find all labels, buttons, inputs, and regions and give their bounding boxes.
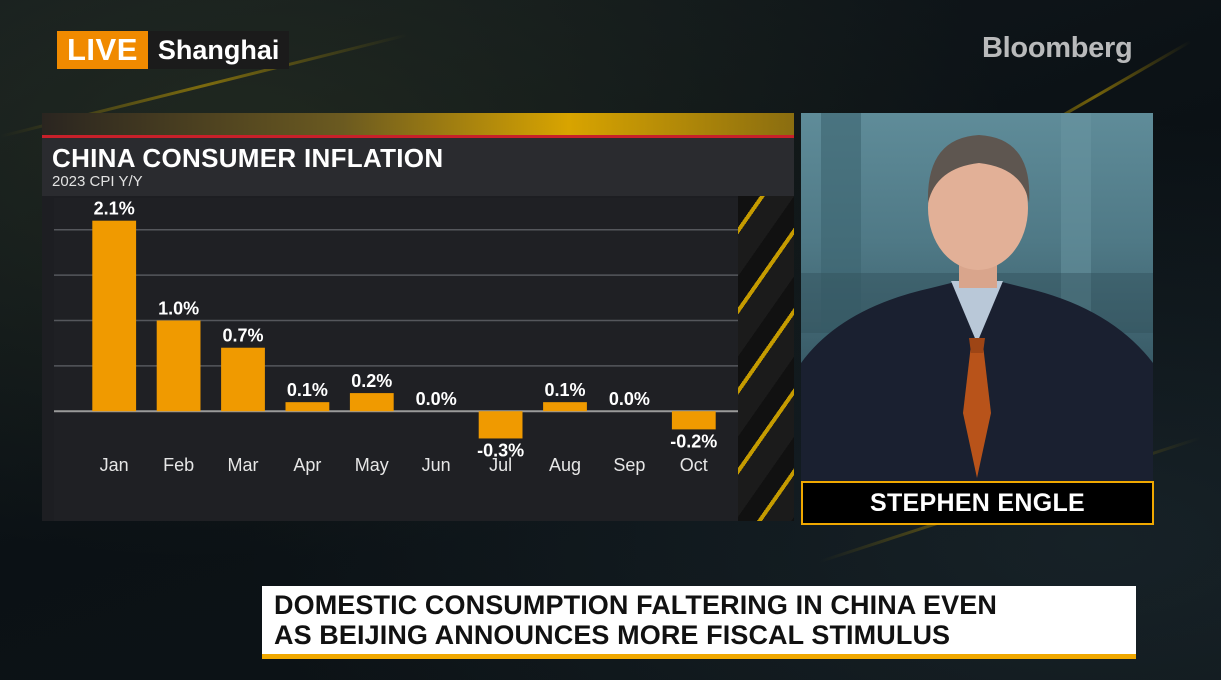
chart-side-decoration (738, 196, 794, 521)
location-label: Shanghai (147, 31, 290, 69)
chart-top-strip (42, 113, 794, 135)
bar-chart: 2.1% Jan 1.0% Feb 0.7% Mar 0.1% Apr 0.2% May 0.0% J… (54, 198, 738, 521)
chart-title: CHINA CONSUMER INFLATION (52, 143, 444, 173)
chart-panel: CHINA CONSUMER INFLATION 2023 CPI Y/Y 2.… (42, 113, 794, 521)
data-label-jan: 2.1% (94, 199, 135, 219)
chart-red-rule (42, 135, 794, 138)
x-tick-label-feb: Feb (163, 455, 194, 475)
headline-banner: DOMESTIC CONSUMPTION FALTERING IN CHINA … (262, 586, 1136, 659)
bar-mar (221, 347, 265, 412)
chart-header (42, 138, 794, 196)
anchor-figure-icon (801, 113, 1153, 481)
data-label-sep: 0.0% (609, 389, 650, 409)
bar-feb (156, 320, 201, 412)
bar-jul (478, 411, 523, 439)
chart-subtitle: 2023 CPI Y/Y (52, 173, 143, 190)
bloomberg-logo: Bloomberg (982, 32, 1133, 64)
x-tick-label-jul: Jul (489, 455, 512, 475)
x-tick-label-apr: Apr (293, 455, 321, 475)
bar-jan (92, 220, 137, 412)
x-tick-label-sep: Sep (613, 455, 645, 475)
anchor-video (801, 113, 1153, 481)
bar-oct (671, 411, 716, 430)
bar-aug (543, 402, 587, 412)
data-label-oct: -0.2% (670, 431, 717, 451)
data-label-may: 0.2% (351, 371, 392, 391)
data-label-apr: 0.1% (287, 380, 328, 400)
x-tick-label-may: May (355, 455, 389, 475)
headline-line-2: AS BEIJING ANNOUNCES MORE FISCAL STIMULU… (274, 620, 951, 650)
x-tick-label-oct: Oct (680, 455, 708, 475)
bar-apr (285, 402, 330, 412)
data-label-aug: 0.1% (544, 380, 585, 400)
x-tick-label-jan: Jan (100, 455, 129, 475)
headline-line-1: DOMESTIC CONSUMPTION FALTERING IN CHINA … (274, 590, 997, 620)
data-label-feb: 1.0% (158, 299, 199, 319)
x-tick-label-jun: Jun (422, 455, 451, 475)
bar-may (349, 393, 394, 412)
data-label-jun: 0.0% (416, 389, 457, 409)
live-label: LIVE (57, 31, 148, 69)
x-tick-label-aug: Aug (549, 455, 581, 475)
data-label-mar: 0.7% (222, 326, 263, 346)
data-label-jul: -0.3% (477, 440, 524, 460)
live-badge: LIVE Shanghai (57, 31, 290, 69)
anchor-name-plate: STEPHEN ENGLE (801, 481, 1154, 525)
x-tick-label-mar: Mar (228, 455, 259, 475)
